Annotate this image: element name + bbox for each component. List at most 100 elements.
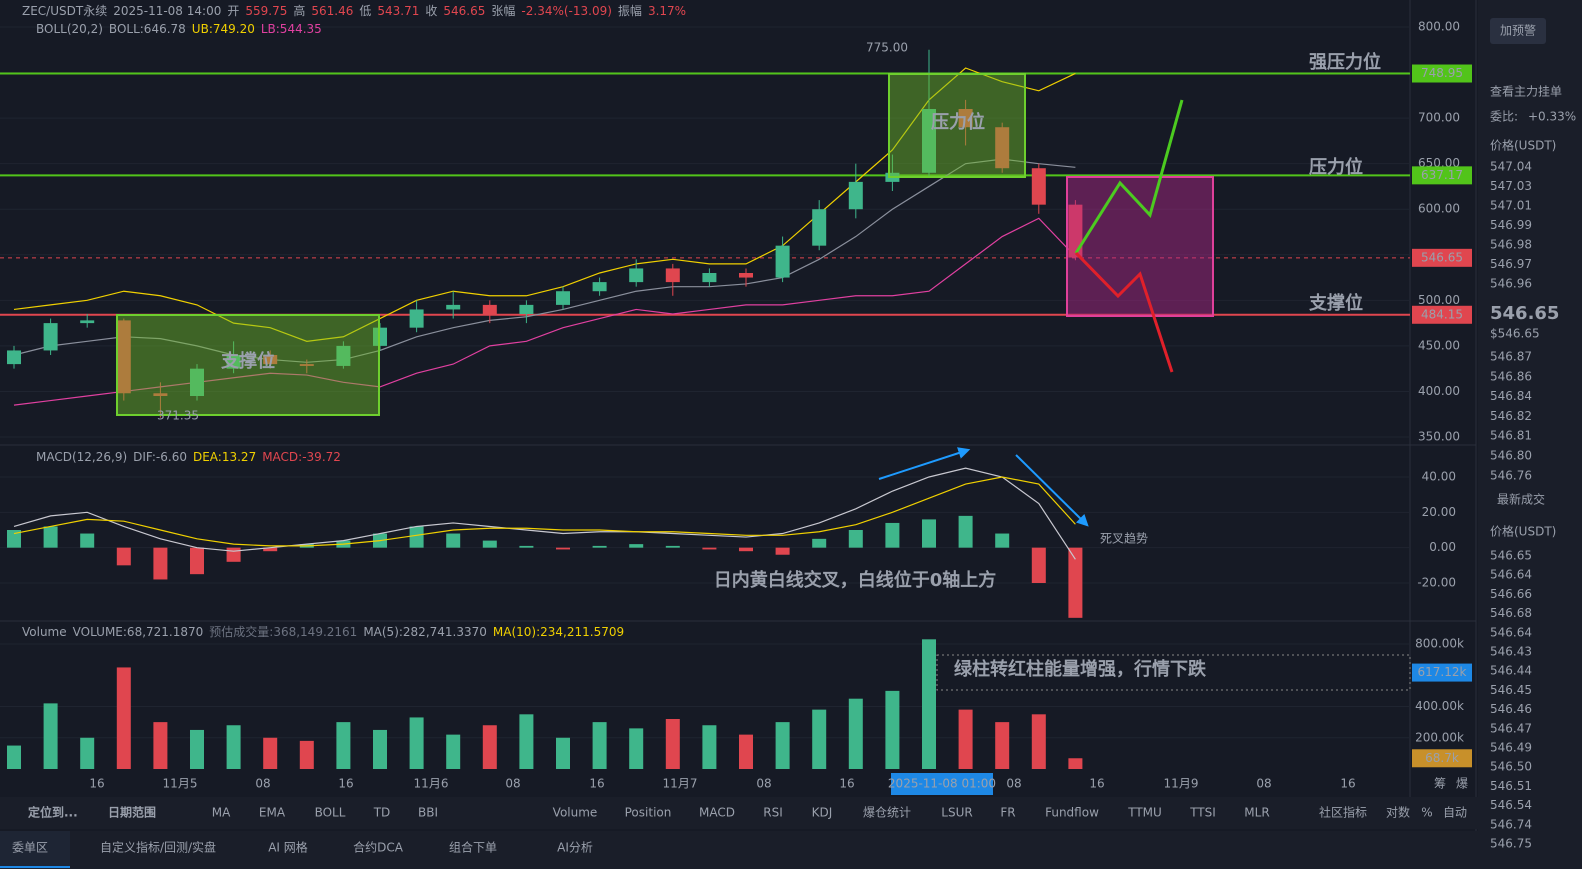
toolbar-option[interactable]: 对数: [1386, 805, 1410, 820]
vol-tick-label: 200.00k: [1415, 730, 1464, 744]
legend-item: 543.71: [377, 4, 419, 18]
macd-bar: [592, 545, 607, 548]
corner-button[interactable]: 爆: [1456, 777, 1468, 791]
candle-body: [812, 209, 827, 246]
indicator-tab[interactable]: FR: [1000, 806, 1015, 820]
trade-price: 546.47: [1490, 721, 1532, 735]
legend-item: LB:544.35: [261, 22, 322, 36]
candle-body: [848, 181, 863, 210]
dif-line: [13, 467, 1076, 560]
bottom-tab[interactable]: 自定义指标/回测/实盘: [100, 840, 216, 855]
trade-price: 546.75: [1490, 837, 1532, 851]
candle-body: [336, 345, 351, 366]
indicator-tab[interactable]: TTMU: [1127, 806, 1162, 820]
indicator-tab[interactable]: TD: [373, 806, 391, 820]
dea-line: [13, 476, 1076, 547]
bid-price: 546.86: [1490, 369, 1532, 383]
level-tag-label: 748.95: [1421, 66, 1463, 80]
macd-bar: [409, 526, 424, 548]
candle-body: [116, 320, 131, 394]
toolbar-button[interactable]: 定位到...: [28, 805, 78, 820]
indicator-tab[interactable]: BBI: [418, 806, 438, 820]
legend-item: MACD(12,26,9): [36, 450, 127, 464]
level-tag: [1412, 166, 1472, 185]
last-usd: $546.65: [1490, 327, 1540, 341]
toolbar-button[interactable]: 日期范围: [108, 805, 156, 820]
indicator-tab[interactable]: MACD: [699, 806, 735, 820]
x-tick-label: 08: [1006, 777, 1021, 791]
x-tick-label: 16: [1340, 777, 1355, 791]
candle-body: [665, 268, 680, 283]
macd-bar: [263, 547, 278, 552]
indicator-tab[interactable]: 爆仓统计: [863, 806, 911, 820]
volume-bar: [592, 722, 607, 769]
trade-price: 546.64: [1490, 625, 1532, 639]
volume-bar: [299, 740, 314, 769]
toolbar-option[interactable]: %: [1421, 806, 1432, 820]
bottom-tab[interactable]: AI分析: [557, 841, 593, 855]
bottom-tab[interactable]: 组合下单: [449, 840, 497, 855]
legend-item: 振幅: [618, 3, 642, 18]
x-tick-label: 11月5: [163, 777, 198, 791]
candle-body: [482, 304, 497, 314]
side-panel-bg: [1478, 0, 1582, 869]
candle-body: [43, 323, 58, 351]
volume-bar: [446, 734, 461, 769]
legend-item: -2.34%(-13.09): [521, 4, 612, 18]
bid-price: 546.80: [1490, 449, 1532, 463]
toolbar-option[interactable]: 社区指标: [1319, 805, 1367, 820]
indicator-tab[interactable]: Fundflow: [1045, 806, 1099, 820]
bottom-tab[interactable]: 委单区: [12, 841, 48, 855]
x-tick-label: 08: [505, 777, 520, 791]
indicator-tab[interactable]: EMA: [259, 806, 286, 820]
level-tag-label: 546.65: [1421, 250, 1463, 264]
arrow: [878, 447, 971, 480]
annotation: 压力位: [1309, 156, 1363, 178]
indicator-tab[interactable]: BOLL: [315, 806, 346, 820]
indicator-tab[interactable]: KDJ: [812, 806, 833, 820]
macd-bar: [739, 547, 753, 552]
main-orders[interactable]: 查看主力挂单: [1490, 85, 1562, 99]
indicator-tab[interactable]: TTSI: [1189, 806, 1216, 820]
volume-bar: [665, 719, 680, 769]
candle-body: [7, 350, 21, 365]
x-tick-label: 11月7: [663, 777, 698, 791]
indicator-tab[interactable]: MLR: [1244, 806, 1269, 820]
macd-bar: [1068, 547, 1083, 618]
volume-bar: [226, 725, 241, 769]
bottom-tab[interactable]: 合约DCA: [353, 840, 404, 855]
resist-box: [888, 73, 1026, 178]
toolbar-option[interactable]: 自动: [1443, 806, 1467, 820]
macd-bar: [190, 547, 204, 575]
boll-legend: BOLL(20,2) BOLL:646.78 UB:749.20 LB:544.35: [36, 22, 322, 36]
indicator-tab[interactable]: Position: [625, 806, 672, 820]
alert-label[interactable]: 加预警: [1500, 23, 1536, 38]
tabs-bg: [0, 831, 1478, 869]
macd-bar: [775, 547, 790, 555]
indicator-tab[interactable]: MA: [212, 806, 231, 820]
corner-button[interactable]: 筹: [1434, 777, 1446, 791]
bid-price: 546.81: [1490, 429, 1532, 443]
macd-bar: [885, 522, 900, 548]
alert-button[interactable]: [1490, 18, 1546, 44]
trade-price: 546.54: [1490, 798, 1532, 812]
crosshair-date-bg: [891, 773, 993, 795]
bottom-tab[interactable]: AI 网格: [268, 840, 308, 855]
bid-price: 546.84: [1490, 389, 1532, 403]
volume-bar: [7, 745, 21, 769]
candle-body: [446, 304, 461, 310]
note-frame: [936, 654, 1411, 691]
x-tick-label: 2025-11-08 01:00: [888, 777, 996, 791]
macd-bar: [226, 547, 241, 562]
indicator-tab[interactable]: RSI: [763, 806, 783, 820]
legend-item: UB:749.20: [192, 22, 255, 36]
macd-bar: [519, 545, 534, 548]
macd-bar: [7, 530, 21, 548]
trades-title: 最新成交: [1497, 492, 1545, 507]
indicator-tab[interactable]: Volume: [553, 806, 598, 820]
indicator-tab[interactable]: LSUR: [941, 806, 972, 820]
candle-body: [226, 355, 241, 369]
ask-price: 546.99: [1490, 218, 1532, 232]
